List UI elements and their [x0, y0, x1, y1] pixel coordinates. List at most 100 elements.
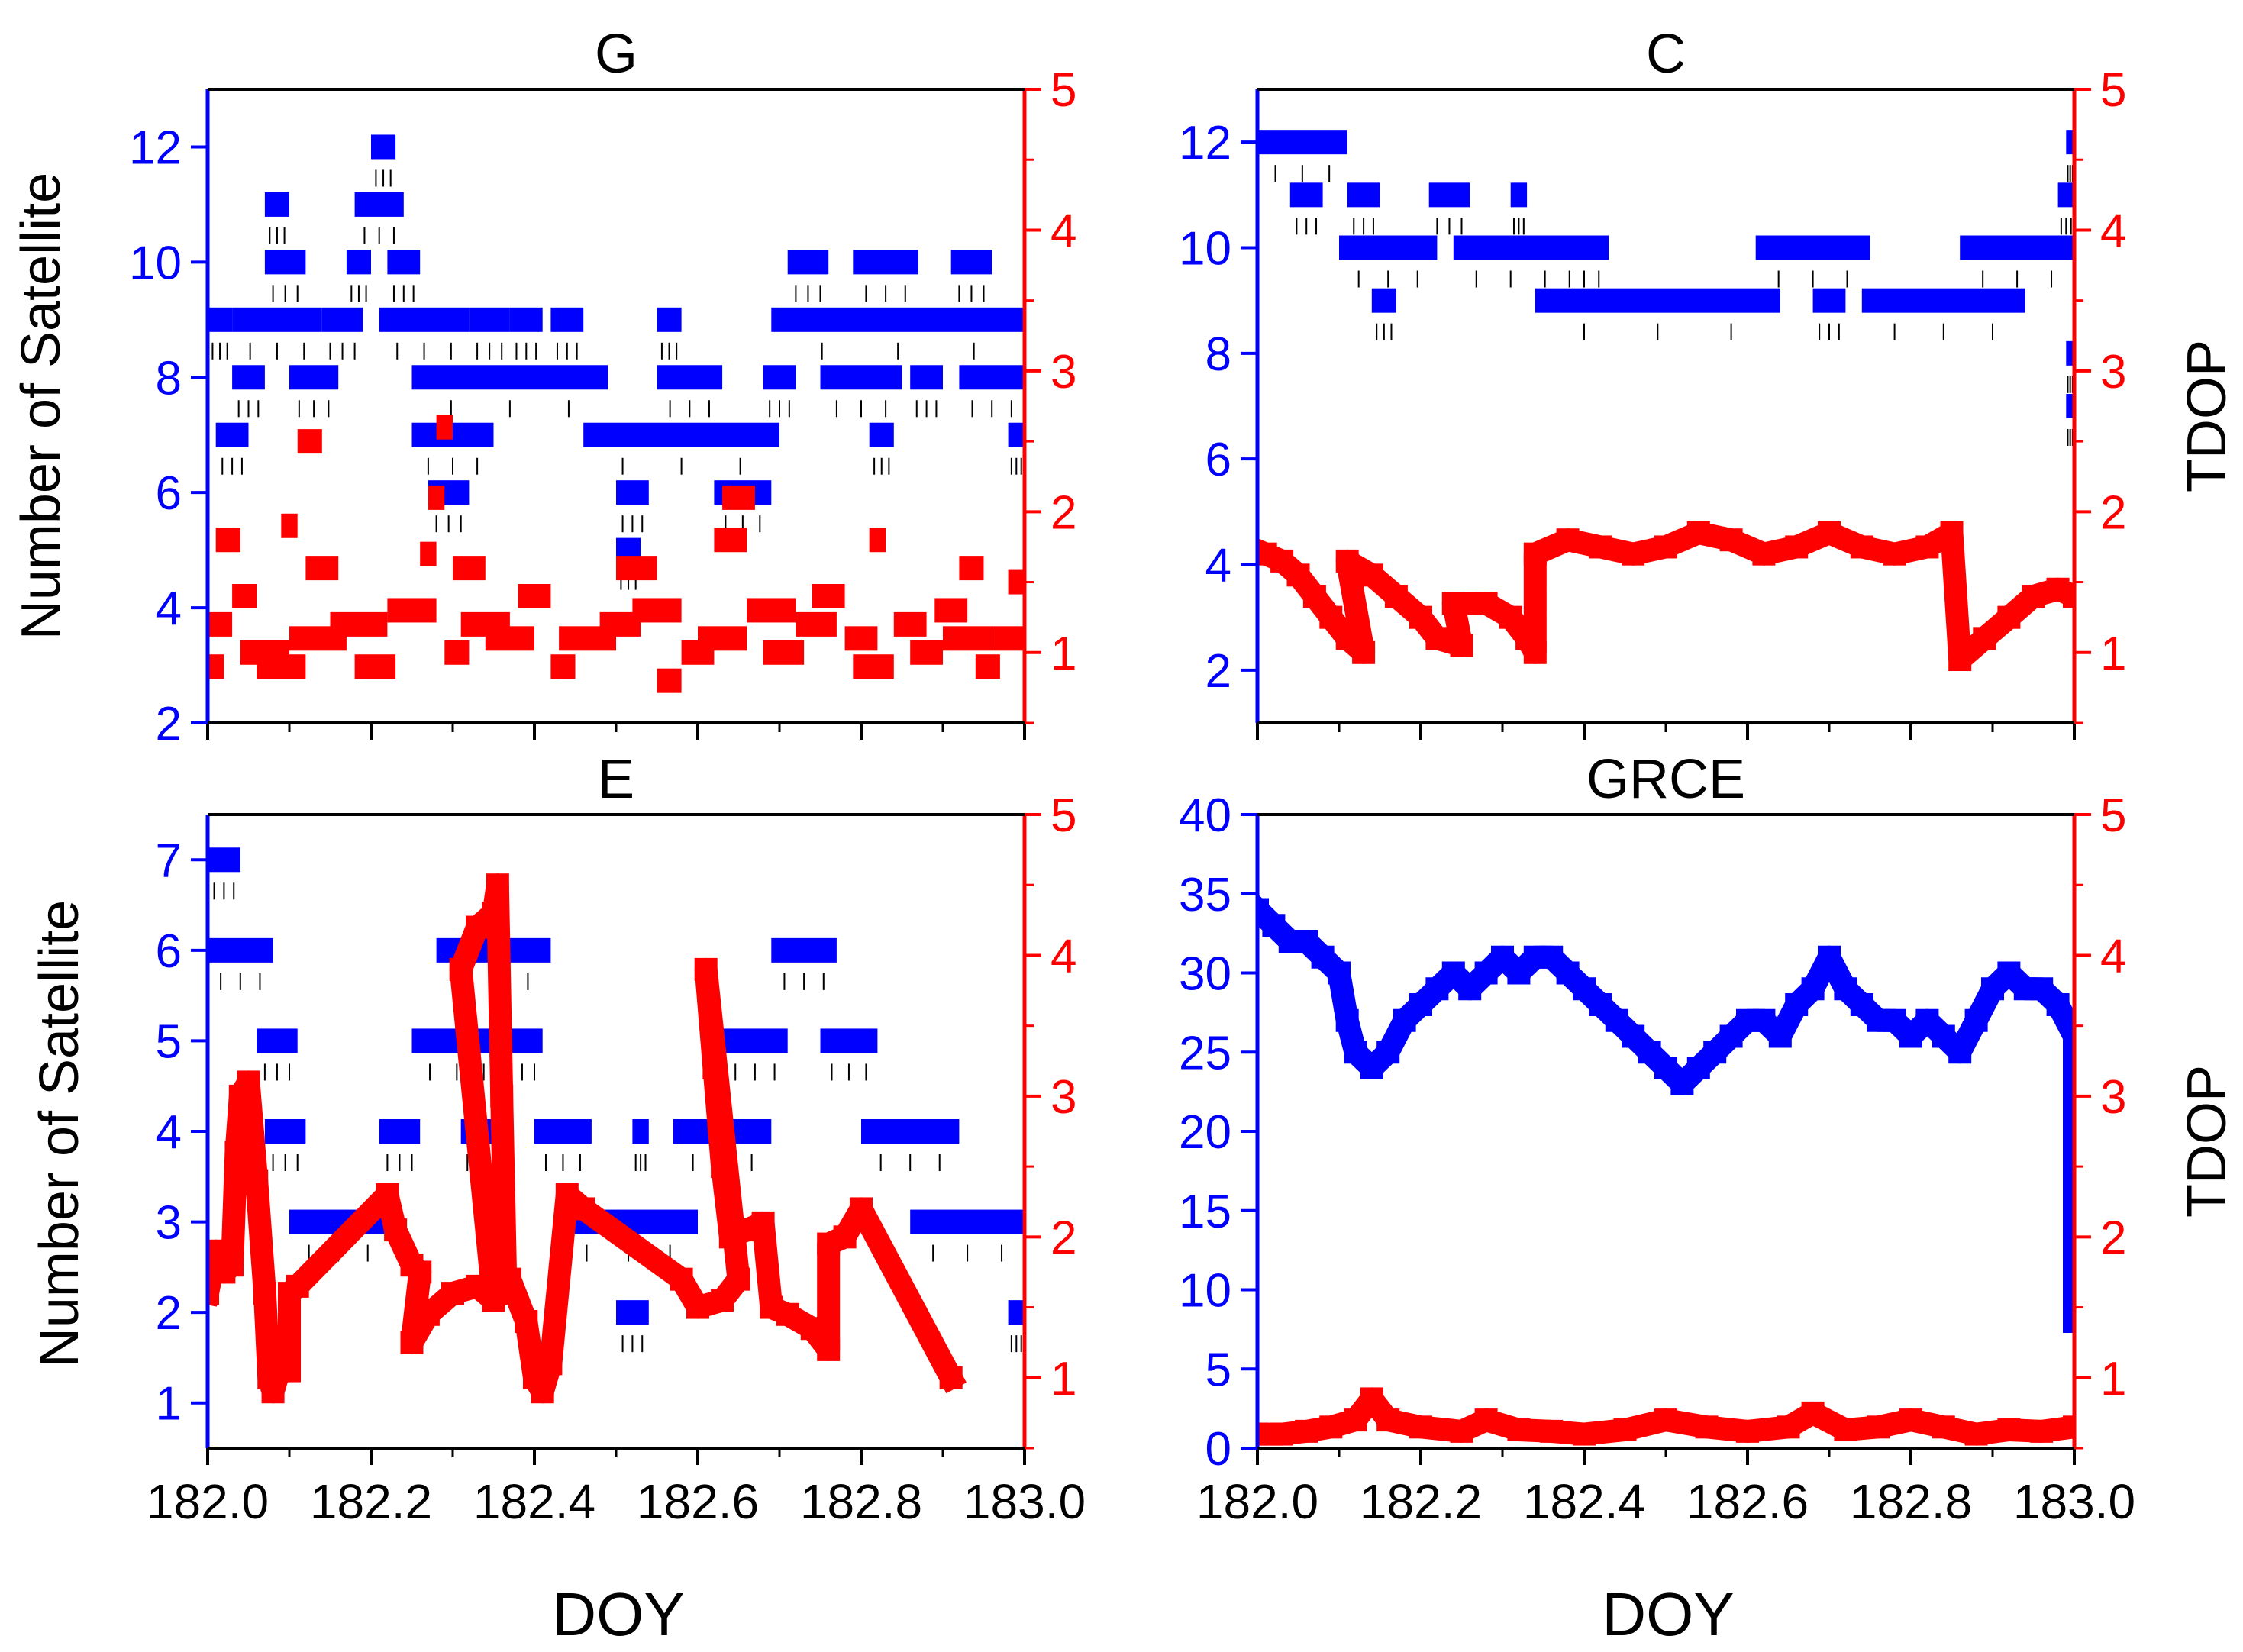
e-nsat-mark — [1008, 1300, 1025, 1325]
grce-nsat-point — [2063, 1310, 2074, 1333]
grce-x-tick-label: 182.0 — [1196, 1474, 1318, 1529]
grce-nsat-point — [1948, 1041, 1972, 1064]
grce-tdop-point — [1573, 1422, 1596, 1446]
grce-tdop-point — [1360, 1387, 1383, 1411]
grce-tdop-point — [1450, 1419, 1473, 1443]
g-tdop-mark — [257, 654, 306, 679]
grce-y2-tick-label: 5 — [2100, 789, 2126, 842]
e-x-tick-label: 182.2 — [310, 1474, 432, 1529]
c-tdop-point — [1450, 634, 1473, 657]
c-tdop-point — [1622, 542, 1645, 566]
grce-tdop-point — [1540, 1419, 1564, 1443]
c-tdop-point — [1997, 605, 2021, 629]
e-y-tick-label: 1 — [156, 1378, 182, 1431]
e-tdop-point — [686, 1295, 709, 1319]
c-y2-tick-label: 5 — [2100, 64, 2126, 117]
xlabel-left: DOY — [552, 1580, 684, 1648]
e-tdop-point — [208, 1282, 219, 1305]
c-nsat-mark — [1510, 182, 1528, 208]
c-nsat-mark — [1812, 288, 1846, 313]
c-tdop-point — [1883, 542, 1906, 566]
c-y2-tick-label: 1 — [2100, 628, 2126, 680]
g-tdop-mark — [992, 626, 1025, 651]
c-nsat-mark — [1257, 130, 1347, 155]
g-nsat-mark — [387, 250, 421, 275]
c-tdop-point — [1384, 585, 1408, 608]
g-nsat-mark — [232, 307, 322, 332]
e-tdop-point — [400, 1331, 424, 1354]
g-tdop-mark — [959, 556, 984, 581]
c-tdop-point — [1589, 535, 1612, 559]
c-y2-tick-label: 2 — [2100, 486, 2126, 539]
g-tdop-mark — [943, 626, 992, 651]
g-nsat-mark — [232, 365, 265, 390]
grce-nsat-point — [1328, 961, 1351, 985]
g-y2-tick-label: 5 — [1050, 64, 1076, 117]
c-nsat-mark — [1347, 182, 1380, 208]
c-nsat-mark — [1535, 288, 1780, 313]
g-tdop-mark — [518, 584, 551, 608]
c-title: C — [1646, 24, 1686, 85]
g-nsat-mark — [853, 250, 918, 275]
grce-tdop-point — [1474, 1408, 1498, 1432]
grce-tdop-point — [1507, 1418, 1531, 1442]
e-tdop-point — [441, 1282, 464, 1305]
g-nsat-mark — [657, 307, 682, 332]
e-tdop-point — [278, 1359, 301, 1383]
e-tdop-point — [376, 1183, 399, 1206]
grce-nsat-point — [2063, 1024, 2074, 1048]
g-y-tick-label: 10 — [129, 237, 182, 289]
grce-nsat-point — [1964, 1008, 1988, 1032]
grce-tdop-point — [1613, 1418, 1637, 1442]
g-tdop-mark — [1008, 569, 1025, 595]
c-tdop-point — [1474, 592, 1498, 615]
e-tdop-point — [711, 1289, 734, 1312]
right-ylabel-top: TDOP — [2177, 340, 2238, 492]
g-nsat-mark — [346, 250, 371, 275]
grce-y2-tick-label: 2 — [2100, 1212, 2126, 1264]
c-nsat-mark — [2066, 340, 2074, 366]
e-tdop-point — [800, 1317, 824, 1341]
c-y2-tick-label: 3 — [2100, 346, 2126, 398]
grce-y-tick-label: 40 — [1179, 789, 1231, 842]
grce-x-tick-label: 182.4 — [1523, 1474, 1645, 1529]
g-nsat-mark — [950, 250, 992, 275]
grce-y-tick-label: 0 — [1205, 1423, 1231, 1476]
g-tdop-mark — [281, 513, 298, 538]
grce-tdop-point — [1932, 1415, 1955, 1439]
grce-tdop-point — [1867, 1415, 1890, 1439]
left-ylabel-bottom: Number of Satellite — [29, 900, 90, 1367]
e-tdop-point — [221, 1254, 244, 1277]
g-tdop-mark — [975, 654, 1000, 679]
c-tdop-point — [1556, 528, 1580, 552]
c-nsat-mark — [1559, 235, 1609, 260]
c-nsat-mark — [1453, 235, 1568, 260]
grce-tdop-point — [2030, 1419, 2054, 1443]
g-tdop-mark — [305, 556, 339, 581]
g-tdop-mark — [714, 528, 747, 553]
grce-tdop-point — [1695, 1415, 1719, 1439]
g-tdop-mark — [934, 598, 968, 623]
c-tdop-point — [1335, 549, 1359, 573]
e-tdop-point — [702, 1057, 726, 1079]
g-nsat-mark — [379, 307, 470, 332]
g-nsat-mark — [321, 307, 363, 332]
e-tdop-point — [261, 1380, 285, 1404]
grce-x-tick-label: 182.8 — [1850, 1474, 1972, 1529]
grce-y-tick-label: 15 — [1179, 1186, 1231, 1238]
g-nsat-mark — [959, 365, 1025, 390]
e-plot-area — [208, 847, 1025, 1404]
g-tdop-mark — [747, 598, 796, 623]
g-y-tick-label: 12 — [129, 121, 182, 174]
grce-tdop-point — [2063, 1415, 2074, 1439]
grce-y-tick-label: 20 — [1179, 1106, 1231, 1159]
c-nsat-mark — [2066, 130, 2074, 155]
e-tdop-point — [408, 1260, 432, 1284]
c-tdop-point — [1785, 535, 1809, 559]
grce-y2-tick-label: 1 — [2100, 1353, 2126, 1405]
g-tdop-mark — [796, 611, 837, 637]
e-nsat-mark — [264, 1119, 306, 1144]
g-tdop-mark — [428, 485, 445, 510]
